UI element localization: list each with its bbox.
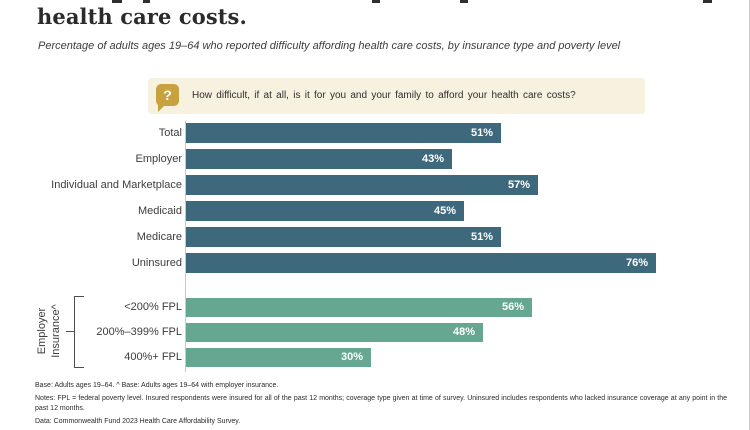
bar-row: 400%+ FPL 30% xyxy=(0,348,749,367)
bar[interactable]: 56% xyxy=(186,298,532,317)
employer-insurance-bracket-tick xyxy=(66,331,75,332)
category-label: Total xyxy=(158,127,182,139)
employer-insurance-bracket xyxy=(74,296,84,368)
footnote-source: Data: Commonwealth Fund 2023 Health Care… xyxy=(35,418,241,425)
clipped-title-fragment xyxy=(143,0,150,3)
clipped-title-fragment xyxy=(703,0,712,3)
value-label: 48% xyxy=(452,326,475,338)
category-label: Medicare xyxy=(136,231,182,243)
survey-question-callout: ? How difficult, if at all, is it for yo… xyxy=(148,78,645,114)
axis-baseline xyxy=(185,121,186,372)
category-label: Individual and Marketplace xyxy=(51,179,182,191)
value-label: 57% xyxy=(507,179,530,191)
bar-row: Uninsured 76% xyxy=(0,253,749,273)
bar[interactable]: 51% xyxy=(186,123,501,143)
bar-row: 200%–399% FPL 48% xyxy=(0,323,749,342)
category-label: 200%–399% FPL xyxy=(96,326,182,338)
clipped-title-fragment xyxy=(112,0,122,3)
question-mark-bubble-icon: ? xyxy=(156,84,179,112)
footnote-notes: Notes: FPL = federal poverty level. Insu… xyxy=(35,395,727,412)
bar-row: <200% FPL 56% xyxy=(0,298,749,317)
bar[interactable]: 45% xyxy=(186,201,464,221)
bar-row: Employer 43% xyxy=(0,149,749,169)
category-label: Employer xyxy=(135,153,182,165)
value-label: 43% xyxy=(421,153,444,165)
category-label: Medicaid xyxy=(137,205,182,217)
bar-row: Medicaid 45% xyxy=(0,201,749,221)
bar-row: Medicare 51% xyxy=(0,227,749,247)
category-label: <200% FPL xyxy=(124,301,182,313)
bar[interactable]: 51% xyxy=(186,227,501,247)
value-label: 30% xyxy=(340,351,363,363)
value-label: 51% xyxy=(470,127,493,139)
value-label: 76% xyxy=(625,257,648,269)
value-label: 51% xyxy=(470,231,493,243)
bar[interactable]: 43% xyxy=(186,149,452,169)
bar-row: Total 51% xyxy=(0,123,749,143)
clipped-title-fragment xyxy=(460,0,468,3)
footnotes: Base: Adults ages 19–64. ^ Base: Adults … xyxy=(35,381,727,430)
bar[interactable]: 30% xyxy=(186,348,371,367)
chart-subtitle: Percentage of adults ages 19–64 who repo… xyxy=(38,40,621,52)
bar-row: Individual and Marketplace 57% xyxy=(0,175,749,195)
bar[interactable]: 76% xyxy=(186,253,656,273)
bar[interactable]: 48% xyxy=(186,323,483,342)
survey-question-text: How difficult, if at all, is it for you … xyxy=(192,90,576,101)
value-label: 45% xyxy=(433,205,456,217)
question-mark-glyph: ? xyxy=(163,87,172,103)
clipped-title-fragment xyxy=(372,0,380,3)
category-label: Uninsured xyxy=(131,257,182,269)
footnote-base: Base: Adults ages 19–64. ^ Base: Adults … xyxy=(35,382,279,389)
value-label: 56% xyxy=(501,301,524,313)
category-label: 400%+ FPL xyxy=(124,351,182,363)
page-title: health care costs. xyxy=(37,4,247,29)
bar[interactable]: 57% xyxy=(186,175,538,195)
